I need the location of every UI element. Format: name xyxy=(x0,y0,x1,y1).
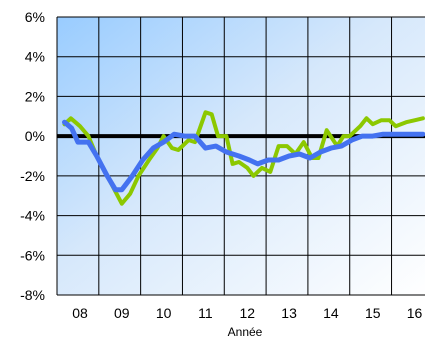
x-tick-label: 10 xyxy=(156,305,172,321)
y-tick-label: 6% xyxy=(25,9,45,25)
y-tick-label: -8% xyxy=(20,287,45,303)
series-line-blue xyxy=(62,119,425,193)
x-tick-label: 12 xyxy=(239,305,255,321)
y-tick-label: 0% xyxy=(25,128,45,144)
series-line-green xyxy=(62,110,425,206)
x-axis-label: Année xyxy=(228,325,263,338)
x-tick-label: 09 xyxy=(114,305,130,321)
x-tick-label: 11 xyxy=(198,305,213,321)
x-tick-label: 08 xyxy=(72,305,88,321)
x-tick-label: 16 xyxy=(407,305,423,321)
y-tick-label: 2% xyxy=(25,88,45,104)
series-lines xyxy=(62,110,425,206)
y-axis-tick-labels: 6% 4% 2% 0% -2% -4% -6% -8% xyxy=(20,9,45,303)
x-tick-label: 13 xyxy=(281,305,297,321)
y-tick-label: 4% xyxy=(25,49,45,65)
y-tick-label: -6% xyxy=(20,247,45,263)
y-tick-label: -4% xyxy=(20,208,45,224)
x-tick-label: 14 xyxy=(323,305,339,321)
x-tick-label: 15 xyxy=(365,305,381,321)
y-tick-label: -2% xyxy=(20,168,45,184)
x-axis-tick-labels: 08 09 10 11 12 13 14 15 16 xyxy=(72,305,422,321)
